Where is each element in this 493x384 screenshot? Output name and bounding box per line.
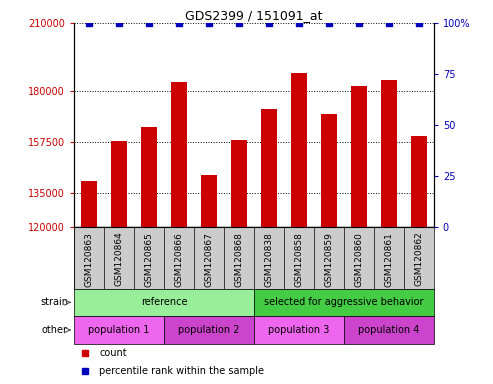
Bar	[164, 316, 254, 344]
Text: GSM120864: GSM120864	[114, 232, 123, 286]
Text: GSM120838: GSM120838	[264, 232, 274, 286]
Bar	[351, 86, 367, 227]
Text: selected for aggressive behavior: selected for aggressive behavior	[264, 297, 423, 307]
Text: count: count	[99, 348, 127, 358]
Bar	[141, 127, 157, 227]
Text: population 1: population 1	[88, 325, 149, 335]
Bar	[171, 82, 187, 227]
Text: GSM120858: GSM120858	[294, 232, 303, 286]
Bar	[74, 288, 254, 316]
Text: population 3: population 3	[268, 325, 329, 335]
Text: GSM120859: GSM120859	[324, 232, 333, 286]
Bar	[74, 316, 164, 344]
Text: other: other	[42, 325, 68, 335]
Text: GSM120868: GSM120868	[234, 232, 244, 286]
Text: GSM120866: GSM120866	[175, 232, 183, 286]
Bar	[411, 136, 427, 227]
Bar	[261, 109, 277, 227]
Bar	[291, 73, 307, 227]
Bar	[320, 114, 337, 227]
Text: GSM120860: GSM120860	[354, 232, 363, 286]
Text: GSM120862: GSM120862	[414, 232, 423, 286]
Bar	[201, 175, 217, 227]
Bar	[111, 141, 127, 227]
Bar	[344, 316, 434, 344]
Text: reference: reference	[141, 297, 187, 307]
Text: GSM120865: GSM120865	[144, 232, 153, 286]
Title: GDS2399 / 151091_at: GDS2399 / 151091_at	[185, 9, 322, 22]
Bar	[254, 288, 434, 316]
Text: GSM120867: GSM120867	[205, 232, 213, 286]
Text: population 2: population 2	[178, 325, 240, 335]
Bar	[381, 79, 397, 227]
Bar	[81, 181, 97, 227]
Text: population 4: population 4	[358, 325, 420, 335]
Bar	[231, 139, 247, 227]
Text: percentile rank within the sample: percentile rank within the sample	[99, 366, 264, 376]
Text: GSM120861: GSM120861	[385, 232, 393, 286]
Text: strain: strain	[40, 297, 68, 307]
Text: GSM120863: GSM120863	[84, 232, 94, 286]
Bar	[254, 316, 344, 344]
